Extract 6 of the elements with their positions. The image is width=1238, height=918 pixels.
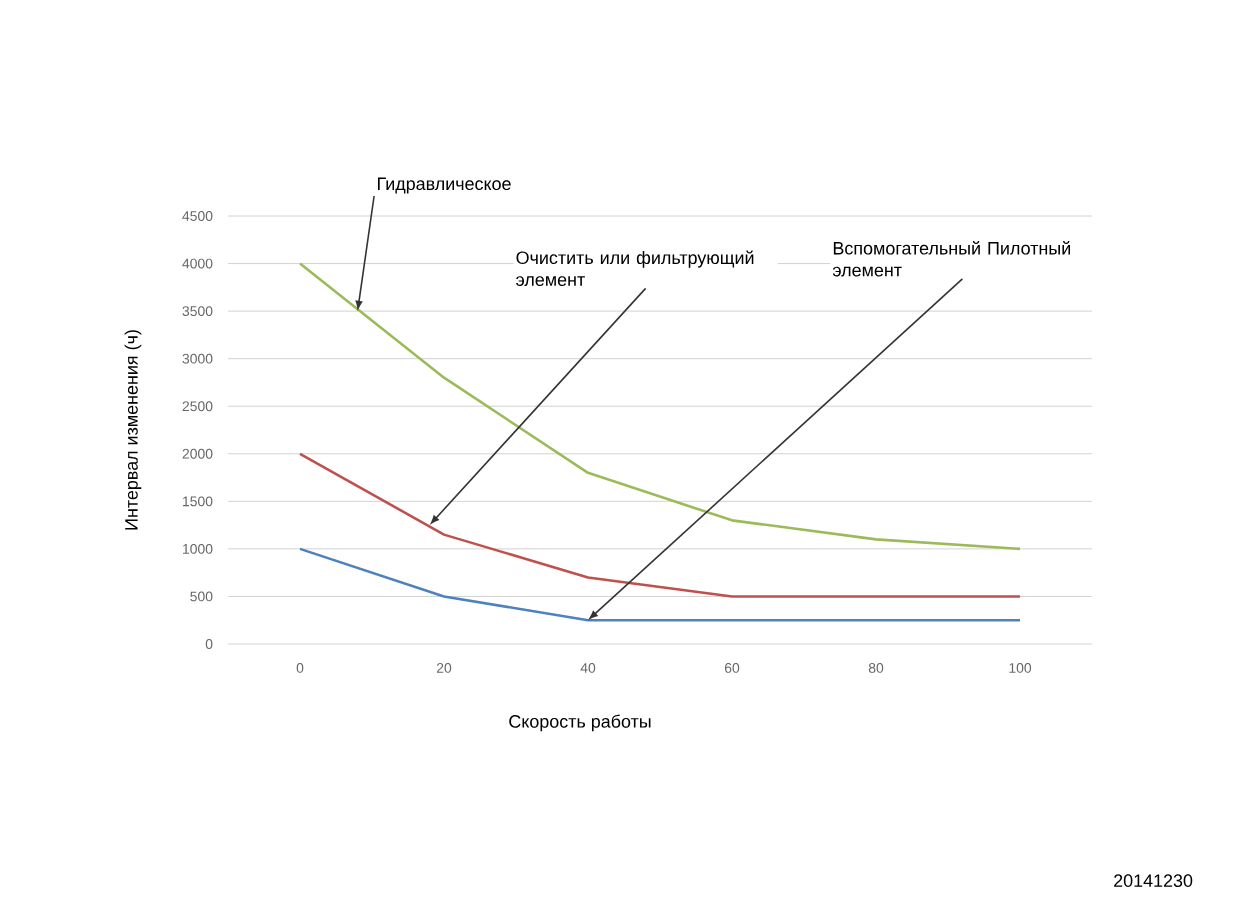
annotation: Вспомогательный Пилотный элемент	[832, 241, 1070, 277]
text: 20141230	[1114, 874, 1193, 887]
x-axis-title: Скорость работы	[509, 714, 651, 732]
annotation: Гидравлическое	[377, 177, 511, 194]
y-axis-title: Интервал изменения (ч)	[124, 330, 142, 530]
annotation: Очистить или фильтрующий элемент	[516, 250, 754, 287]
